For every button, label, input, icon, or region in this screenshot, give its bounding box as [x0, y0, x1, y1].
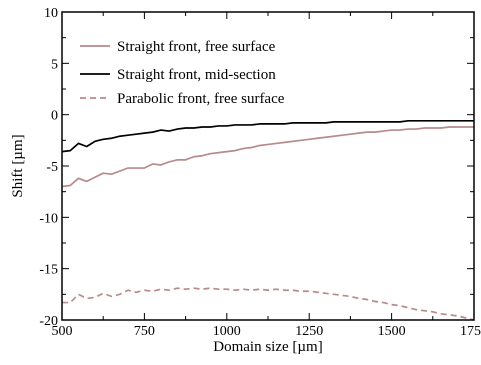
x-tick-label: 1250: [295, 324, 323, 339]
y-tick-label: -10: [39, 211, 58, 226]
series-line-3: [62, 287, 475, 321]
y-tick-label: -20: [39, 314, 58, 329]
y-tick-label: -15: [39, 263, 58, 278]
y-tick-label: 5: [51, 57, 58, 72]
y-tick-label: 0: [51, 109, 58, 124]
y-axis-title: Shift [µm]: [10, 134, 26, 197]
x-tick-label: 1750: [460, 324, 481, 339]
axis-tick-labels: 500 750 1000 1250 1500 1750 10 5 0 -5 -10 -15 -20: [39, 6, 481, 339]
series-line-1: [61, 126, 474, 188]
series-line-2: [61, 119, 474, 153]
legend-label-1: Straight front, free surface: [117, 39, 276, 55]
legend-label-3: Parabolic front, free surface: [117, 91, 285, 107]
plot-frame: [61, 11, 475, 321]
legend-label-2: Straight front, mid-section: [117, 67, 276, 83]
x-axis-title: Domain size [µm]: [213, 339, 322, 355]
x-tick-label: 500: [52, 324, 73, 339]
x-tick-label: 1500: [378, 324, 406, 339]
axis-ticks: [61, 11, 475, 321]
x-tick-label: 750: [134, 324, 155, 339]
y-tick-label: -5: [46, 160, 58, 175]
legend: Straight front, free surface Straight fro…: [80, 39, 285, 107]
plot-series: [61, 119, 475, 321]
x-tick-label: 1000: [213, 324, 241, 339]
y-tick-label: 10: [44, 6, 58, 21]
